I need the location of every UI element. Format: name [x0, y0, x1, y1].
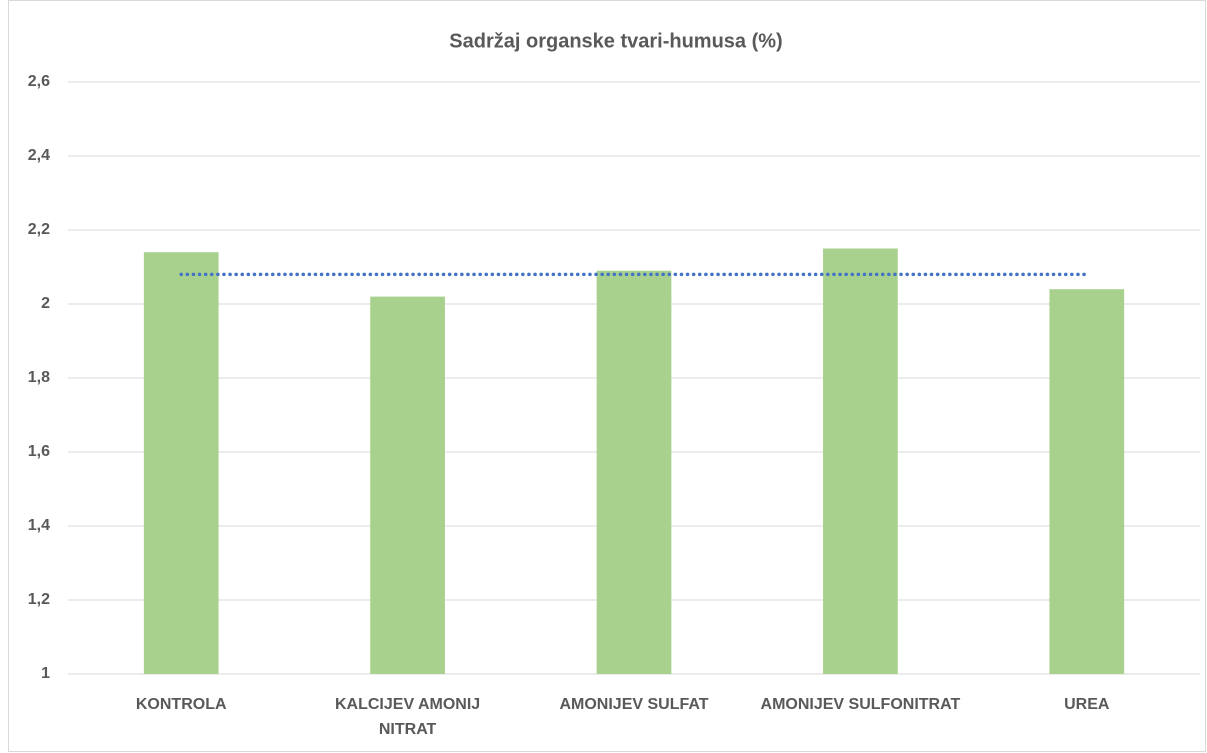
- bar: [596, 270, 672, 674]
- bar: [143, 252, 219, 674]
- y-tick-label: 1,8: [28, 369, 50, 386]
- y-tick-label: 1: [41, 665, 50, 682]
- x-tick-label: AMONIJEV SULFONITRAT: [760, 696, 961, 713]
- y-tick-label: 1,2: [28, 591, 50, 608]
- chart-title: Sadržaj organske tvari-humusa (%): [449, 30, 782, 52]
- x-tick-label: KALCIJEV AMONIJ NITRAT: [334, 696, 481, 738]
- y-tick-label: 1,6: [28, 443, 50, 460]
- y-tick-label: 1,4: [28, 517, 50, 534]
- x-tick-label: UREA: [1064, 696, 1110, 713]
- bar: [370, 296, 445, 674]
- y-tick-label: 2,6: [28, 73, 50, 90]
- y-tick-label: 2: [41, 295, 50, 312]
- y-tick-label: 2,2: [28, 221, 50, 238]
- bar: [1049, 289, 1125, 674]
- x-tick-label: KONTROLA: [135, 696, 227, 713]
- bar: [823, 248, 898, 674]
- x-tick-label: AMONIJEV SULFAT: [559, 696, 709, 713]
- y-tick-label: 2,4: [28, 147, 50, 164]
